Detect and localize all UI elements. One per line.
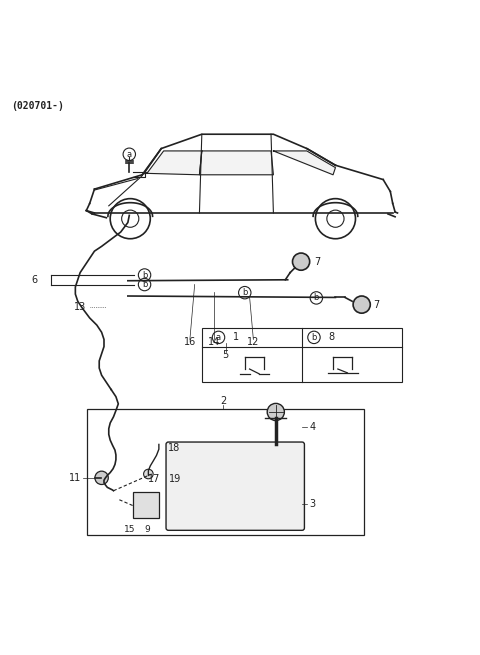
Text: 6: 6 [32, 275, 38, 285]
Polygon shape [199, 151, 274, 175]
Text: 15: 15 [123, 525, 135, 534]
Text: (020701-): (020701-) [11, 101, 64, 111]
Text: 14: 14 [208, 337, 220, 346]
FancyBboxPatch shape [202, 328, 402, 383]
Text: a: a [216, 333, 221, 342]
Text: 2: 2 [220, 396, 227, 407]
Polygon shape [147, 151, 202, 175]
Text: 4: 4 [309, 422, 315, 432]
FancyBboxPatch shape [166, 442, 304, 531]
Text: 8: 8 [328, 332, 335, 343]
Text: 3: 3 [309, 499, 315, 509]
Text: b: b [142, 280, 147, 289]
Text: 7: 7 [314, 257, 320, 267]
FancyBboxPatch shape [87, 409, 364, 535]
Text: 19: 19 [169, 474, 182, 484]
Text: b: b [242, 288, 248, 297]
Text: 7: 7 [373, 299, 380, 310]
Text: 1: 1 [233, 332, 239, 343]
Text: 12: 12 [247, 337, 260, 346]
Text: 5: 5 [223, 350, 229, 360]
Text: b: b [313, 293, 319, 303]
Text: 17: 17 [148, 474, 160, 484]
Circle shape [353, 296, 370, 313]
Text: 16: 16 [184, 337, 196, 346]
Text: b: b [142, 271, 147, 280]
Circle shape [144, 469, 153, 479]
Circle shape [95, 471, 108, 485]
Polygon shape [274, 151, 336, 175]
Circle shape [267, 403, 284, 421]
Text: 11: 11 [69, 473, 82, 483]
FancyBboxPatch shape [132, 492, 159, 518]
Text: 9: 9 [144, 525, 150, 534]
Text: b: b [312, 333, 317, 342]
Text: 18: 18 [168, 443, 180, 453]
Text: 13: 13 [74, 302, 86, 312]
Circle shape [292, 253, 310, 271]
Text: a: a [127, 150, 132, 159]
